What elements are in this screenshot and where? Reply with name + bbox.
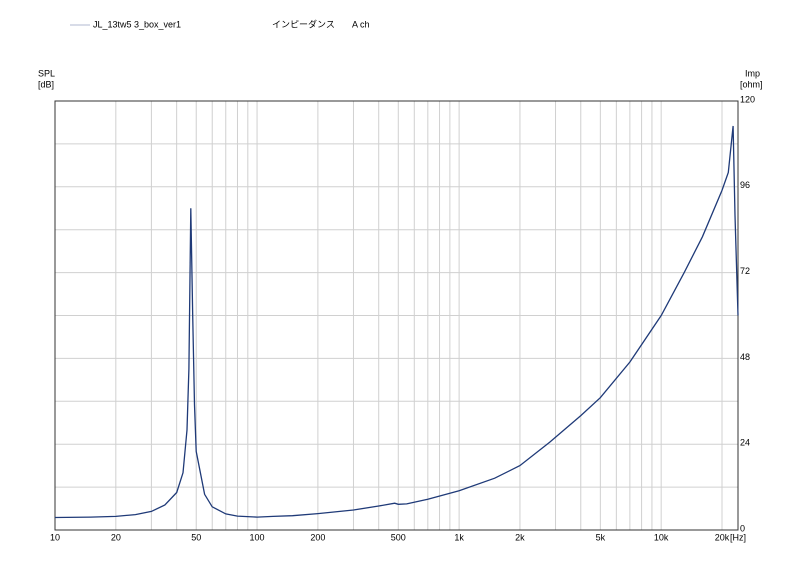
y-axis-unit: [dB] [38, 79, 54, 89]
x-tick-label: 1k [454, 532, 464, 542]
x-axis-unit: [Hz] [730, 532, 746, 542]
y2-tick-label: 72 [740, 266, 750, 276]
y-axis-label: SPL [38, 68, 55, 78]
x-tick-label: 20k [715, 532, 730, 542]
x-tick-label: 100 [250, 532, 265, 542]
y2-tick-label: 120 [740, 94, 755, 104]
impedance-line [54, 125, 739, 519]
x-tick-label: 500 [391, 532, 406, 542]
x-tick-label: 10k [654, 532, 669, 542]
x-tick-label: 50 [191, 532, 201, 542]
y2-tick-label: 24 [740, 438, 750, 448]
x-tick-label: 200 [310, 532, 325, 542]
y2-tick-label: 48 [740, 352, 750, 362]
x-tick-label: 10 [50, 532, 60, 542]
chart-subtitle: A ch [352, 19, 370, 29]
y2-tick-label: 96 [740, 180, 750, 190]
x-tick-label: 5k [596, 532, 606, 542]
legend-label: JL_13tw5 3_box_ver1 [93, 19, 181, 29]
x-tick-label: 2k [515, 532, 525, 542]
y2-tick-label: 0 [740, 523, 745, 533]
x-tick-label: 20 [111, 532, 121, 542]
y2-axis-unit: [ohm] [740, 79, 763, 89]
chart-title: インピーダンス [272, 18, 335, 29]
y2-axis-label: Imp [745, 68, 760, 78]
